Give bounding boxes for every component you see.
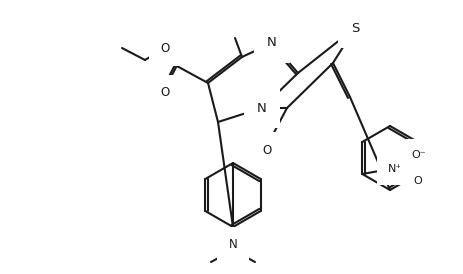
Text: N: N [257, 101, 266, 115]
Text: O: O [160, 41, 169, 55]
Text: N: N [228, 238, 237, 252]
Text: O⁻: O⁻ [410, 150, 425, 160]
Text: O: O [160, 87, 169, 99]
Text: N⁺: N⁺ [388, 164, 401, 174]
Text: O: O [262, 144, 271, 156]
Text: N: N [267, 36, 276, 50]
Text: S: S [350, 21, 358, 35]
Text: O: O [412, 176, 421, 186]
